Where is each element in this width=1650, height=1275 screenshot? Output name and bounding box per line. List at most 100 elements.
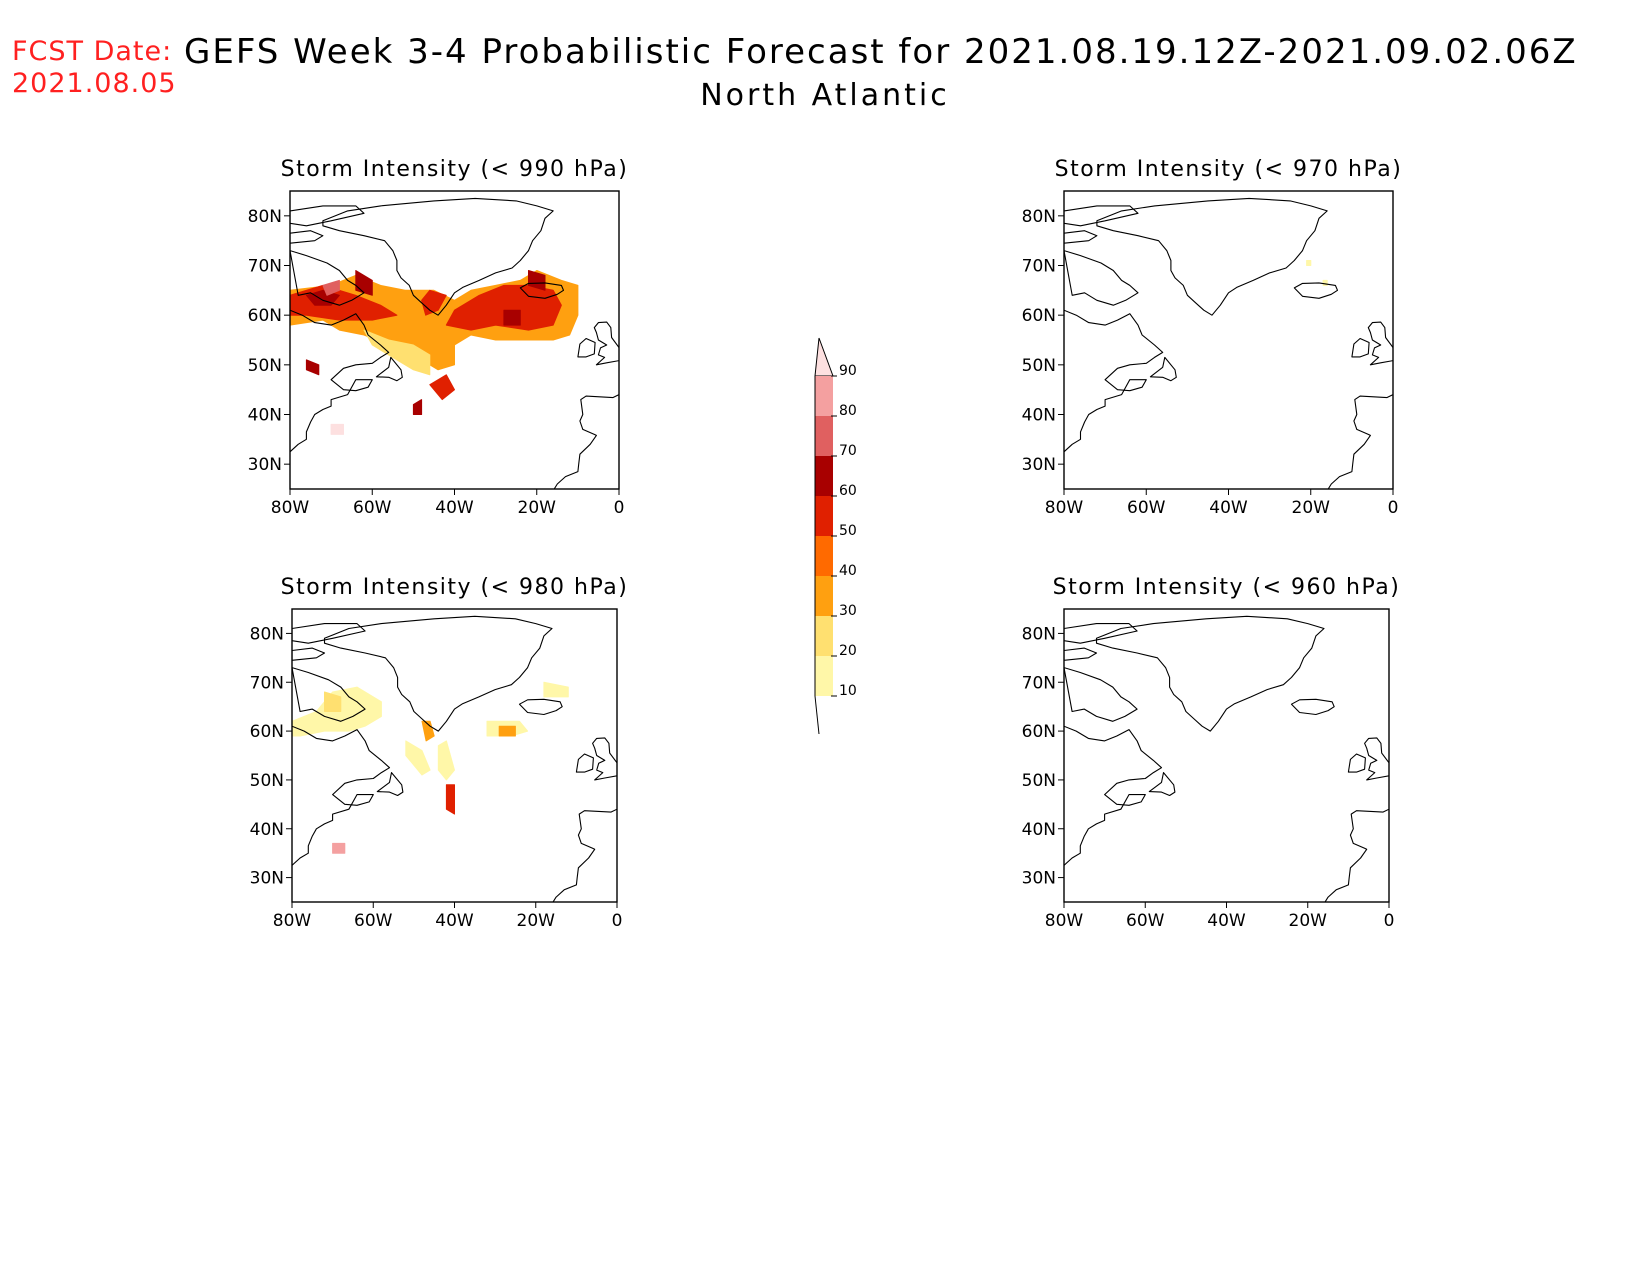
lon-tick-label: 0 — [1384, 911, 1395, 931]
probability-region — [498, 725, 516, 737]
lat-tick-label: 40N — [250, 820, 284, 840]
colorbar-segment — [815, 496, 833, 536]
map-frame — [1063, 608, 1390, 903]
coastline-arctic-islands — [1064, 647, 1098, 661]
lat-tick-label: 70N — [1022, 257, 1056, 277]
lon-tick-label: 40W — [1209, 498, 1248, 518]
coastline-greenland — [1095, 615, 1325, 732]
probability-region — [503, 309, 521, 326]
lon-tick-label: 0 — [614, 498, 625, 518]
colorbar-segment — [815, 576, 833, 616]
lon-tick-label: 40W — [435, 498, 474, 518]
probability-region — [324, 691, 342, 712]
coastline-ellesmere — [292, 623, 366, 644]
lat-tick-label: 40N — [248, 406, 282, 426]
lon-tick-label: 80W — [271, 498, 310, 518]
colorbar-segment — [815, 656, 833, 696]
coastline-baffin — [1064, 250, 1139, 306]
lon-tick-label: 20W — [517, 911, 556, 931]
lat-tick-label: 30N — [250, 869, 284, 889]
lat-tick-label: 50N — [250, 771, 284, 791]
coastline-greenland — [322, 197, 554, 316]
lat-tick-label: 50N — [1022, 356, 1056, 376]
lat-tick-label: 70N — [248, 257, 282, 277]
coastline-labrador — [1064, 309, 1164, 453]
panel-title: Storm Intensity (< 960 hPa) — [1053, 575, 1401, 600]
panel-title: Storm Intensity (< 990 hPa) — [281, 157, 629, 182]
coastline-iceland — [519, 282, 565, 299]
lat-tick-label: 50N — [248, 356, 282, 376]
coastline-iceland — [1290, 698, 1335, 716]
coastline-arctic-islands — [290, 230, 324, 244]
colorbar-label: 10 — [839, 683, 857, 699]
coastline-newfoundland — [1148, 772, 1176, 797]
lat-tick-label: 60N — [248, 306, 282, 326]
probability-region — [429, 374, 455, 401]
coastline-greenland — [323, 615, 553, 732]
coastline-great-britain — [1364, 737, 1389, 781]
colorbar-label: 80 — [839, 403, 857, 419]
coastline-iberia-africa — [552, 808, 617, 902]
lat-tick-label: 80N — [1022, 207, 1056, 227]
panel-title: Storm Intensity (< 980 hPa) — [281, 575, 629, 600]
lon-tick-label: 80W — [1045, 911, 1084, 931]
forecast-date-value: 2021.08.05 — [12, 68, 177, 99]
map-plot-area — [1064, 197, 1393, 489]
colorbar-segment — [815, 376, 833, 416]
coastline-ellesmere — [1064, 623, 1138, 644]
lat-tick-label: 60N — [1022, 722, 1056, 742]
probability-region — [305, 359, 320, 376]
coastline-ireland — [577, 337, 596, 358]
probability-region — [363, 329, 431, 376]
lon-tick-label: 0 — [612, 911, 623, 931]
colorbar-min-edge — [814, 695, 820, 735]
lon-tick-label: 0 — [1388, 498, 1399, 518]
lat-tick-label: 40N — [1022, 406, 1056, 426]
coastline-labrador — [292, 725, 391, 866]
lat-tick-label: 30N — [248, 455, 282, 475]
coastline-newfoundland — [1149, 356, 1177, 382]
probability-region — [330, 423, 344, 435]
lon-tick-label: 20W — [1292, 498, 1331, 518]
probability-region — [322, 279, 340, 296]
colorbar-label: 20 — [839, 643, 857, 659]
lat-tick-label: 80N — [250, 624, 284, 644]
coastline-arctic-islands — [292, 647, 326, 661]
map-plot-area — [292, 615, 617, 902]
region-subtitle: North Atlantic — [700, 78, 950, 113]
color-legend: 10 20 30 40 50 60 70 80 90 — [814, 337, 857, 735]
colorbar-max-triangle — [814, 337, 834, 377]
lat-tick-label: 50N — [1022, 771, 1056, 791]
lat-tick-label: 60N — [250, 722, 284, 742]
probability-region — [405, 740, 431, 776]
lon-tick-label: 40W — [1207, 911, 1246, 931]
lat-tick-label: 30N — [1022, 869, 1056, 889]
lon-tick-label: 40W — [435, 911, 474, 931]
coastline-ellesmere — [1064, 205, 1139, 227]
coastline-ellesmere — [290, 205, 365, 227]
probability-region — [445, 784, 455, 815]
coastline-baffin — [1064, 667, 1138, 722]
coastline-newfoundland — [375, 356, 403, 382]
lon-tick-label: 60W — [354, 911, 393, 931]
lat-tick-label: 60N — [1022, 306, 1056, 326]
lat-tick-label: 40N — [1022, 820, 1056, 840]
coastline-great-britain — [593, 321, 619, 366]
colorbar-label: 90 — [839, 363, 857, 379]
coastline-ireland — [575, 753, 594, 773]
lat-tick-label: 80N — [1022, 624, 1056, 644]
forecast-date-label: FCST Date: — [12, 36, 173, 67]
colorbar-min-triangle — [815, 696, 833, 734]
coastline-iberia-africa — [1324, 808, 1389, 902]
probability-region — [1306, 260, 1312, 266]
colorbar-segment — [815, 616, 833, 656]
lat-tick-label: 80N — [248, 207, 282, 227]
coastline-labrador — [290, 309, 390, 453]
lon-tick-label: 20W — [518, 498, 557, 518]
map-plot-area — [290, 197, 619, 489]
coastline-baffin — [292, 667, 366, 722]
colorbar-segment — [815, 456, 833, 496]
